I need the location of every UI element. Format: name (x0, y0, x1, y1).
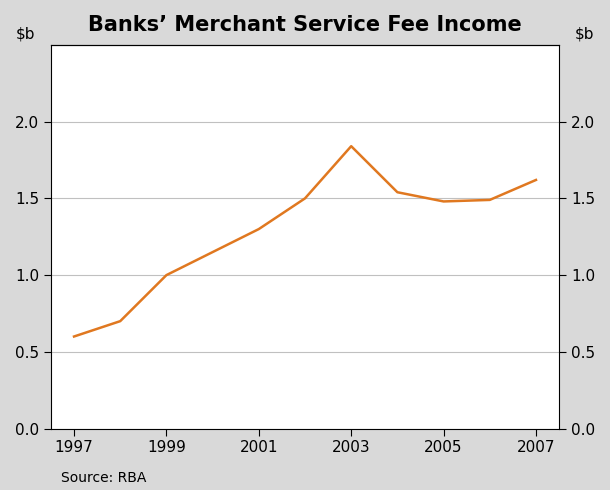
Text: $b: $b (575, 26, 595, 41)
Title: Banks’ Merchant Service Fee Income: Banks’ Merchant Service Fee Income (88, 15, 522, 35)
Text: Source: RBA: Source: RBA (61, 471, 146, 485)
Text: $b: $b (15, 26, 35, 41)
